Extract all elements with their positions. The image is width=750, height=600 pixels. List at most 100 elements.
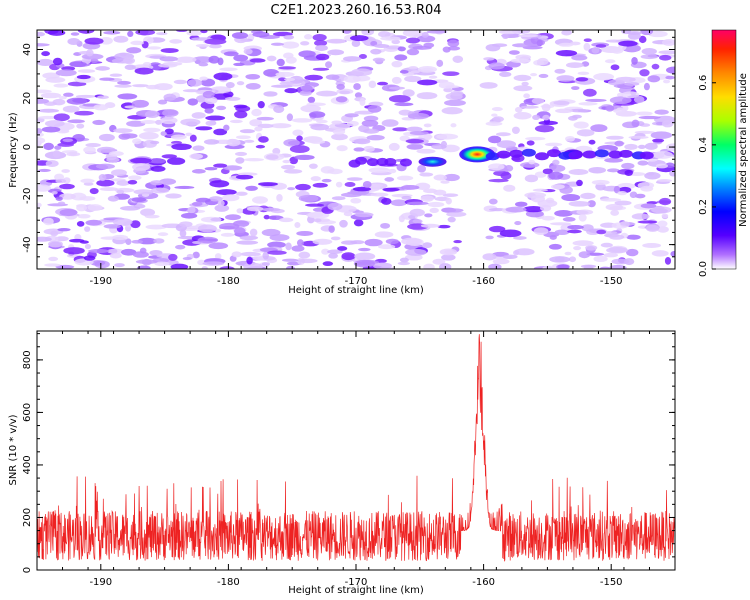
spectral-blob (95, 66, 110, 71)
spectral-blob (103, 224, 121, 229)
spectral-blob (154, 83, 173, 91)
spectral-blob (524, 174, 539, 183)
spectral-blob (416, 92, 438, 100)
colorbar-tick-label: 0.4 (698, 137, 709, 153)
spectral-blob (59, 183, 75, 190)
spectral-blob (341, 252, 356, 261)
spectral-blob (363, 145, 375, 152)
spectral-blob (613, 185, 621, 194)
spectral-blob (128, 175, 142, 181)
spectral-blob (326, 38, 346, 44)
spectral-blob (130, 220, 141, 229)
spectral-blob (217, 57, 224, 66)
spectral-blob (401, 237, 422, 246)
spectral-blob (366, 158, 379, 167)
spectral-blob (98, 133, 115, 142)
spectral-blob (83, 146, 96, 154)
spectral-blob (485, 235, 494, 240)
spectral-blob (269, 215, 277, 220)
spectral-blob (538, 120, 558, 126)
spectral-blob (626, 248, 639, 257)
spectral-blob (209, 86, 232, 94)
spectral-blob (399, 158, 412, 167)
spectral-blob (55, 196, 63, 201)
spectral-blob (514, 248, 535, 256)
spectral-blob (195, 44, 210, 48)
spectral-blob (555, 49, 578, 57)
spectral-blob (176, 30, 188, 33)
spectral-blob (423, 263, 435, 269)
colorbar-tick-label: 0.0 (698, 261, 709, 277)
spectral-blob (159, 56, 178, 62)
spectral-blob (422, 242, 433, 249)
spectral-blob (38, 168, 51, 172)
spectral-blob (298, 194, 319, 202)
spectral-blob (219, 222, 240, 230)
spectral-blob (655, 121, 664, 126)
spectral-blob (561, 30, 572, 36)
spectral-blob (651, 63, 660, 70)
spectral-blob (652, 151, 673, 159)
spectral-blob (370, 40, 378, 46)
spectral-blob (157, 232, 169, 237)
spectral-blob (429, 207, 439, 214)
spectral-blob (546, 149, 561, 158)
snr-panel: -190 -180 -170 -160 -150 0 200 400 600 800 Heigh… (8, 330, 676, 596)
spectral-blob (541, 215, 555, 221)
spectral-blob (307, 96, 316, 104)
spectral-blob (520, 161, 540, 168)
spectral-blob (316, 90, 338, 97)
spectral-blob (245, 73, 261, 80)
spectral-blob (530, 73, 538, 77)
spectral-blob (52, 98, 66, 106)
spectral-blob (52, 57, 63, 66)
spectral-blob (257, 101, 265, 109)
spectral-blob (564, 251, 572, 256)
spectral-blob (191, 112, 206, 119)
spectral-blob (332, 129, 346, 135)
spectral-blob (89, 187, 99, 195)
spectral-blob (294, 154, 315, 161)
spectral-blob (226, 138, 241, 147)
spectral-blob (175, 244, 186, 250)
spectral-blob (170, 140, 183, 145)
spectral-blob (287, 187, 296, 191)
spectral-blob (59, 208, 78, 217)
spectral-blob (491, 107, 503, 112)
spectral-blob (567, 224, 584, 230)
spectral-blob (133, 189, 154, 195)
spectral-blob (300, 104, 321, 113)
spectral-blob (209, 196, 223, 202)
spectral-blob (405, 37, 420, 44)
spectral-blob (150, 180, 164, 186)
spectral-blob (74, 110, 94, 116)
y-tick-label: 0 (22, 567, 33, 573)
spectral-blob (554, 68, 566, 74)
spectral-blob (208, 242, 229, 250)
spectral-blob (361, 119, 379, 127)
spectral-blob (263, 214, 270, 220)
spectral-blob (272, 147, 281, 155)
spectral-blob (571, 86, 580, 91)
spectral-blob (550, 184, 565, 190)
spectral-blob (57, 227, 71, 232)
spectrogram-panel: -190 -180 -170 -160 -150 -40 -20 0 20 40 Height … (8, 29, 676, 296)
spectral-blob (131, 197, 147, 203)
spectral-blob (610, 64, 620, 71)
spectral-blob (586, 252, 605, 256)
spectral-blob (587, 200, 596, 208)
spectral-blob (281, 41, 300, 49)
spectral-blob (510, 58, 531, 63)
spectral-blob (657, 178, 672, 183)
spectral-blob (45, 160, 59, 168)
spectral-blob (399, 135, 410, 142)
spectral-blob (665, 75, 675, 80)
spectral-blob (77, 30, 95, 34)
spectral-blob (485, 121, 503, 126)
spectral-blob (509, 149, 524, 158)
spectral-blob (149, 158, 166, 164)
spectral-blob (55, 69, 77, 77)
spectral-blob (205, 120, 216, 126)
spectral-blob (488, 198, 498, 205)
spectral-blob (54, 145, 62, 150)
